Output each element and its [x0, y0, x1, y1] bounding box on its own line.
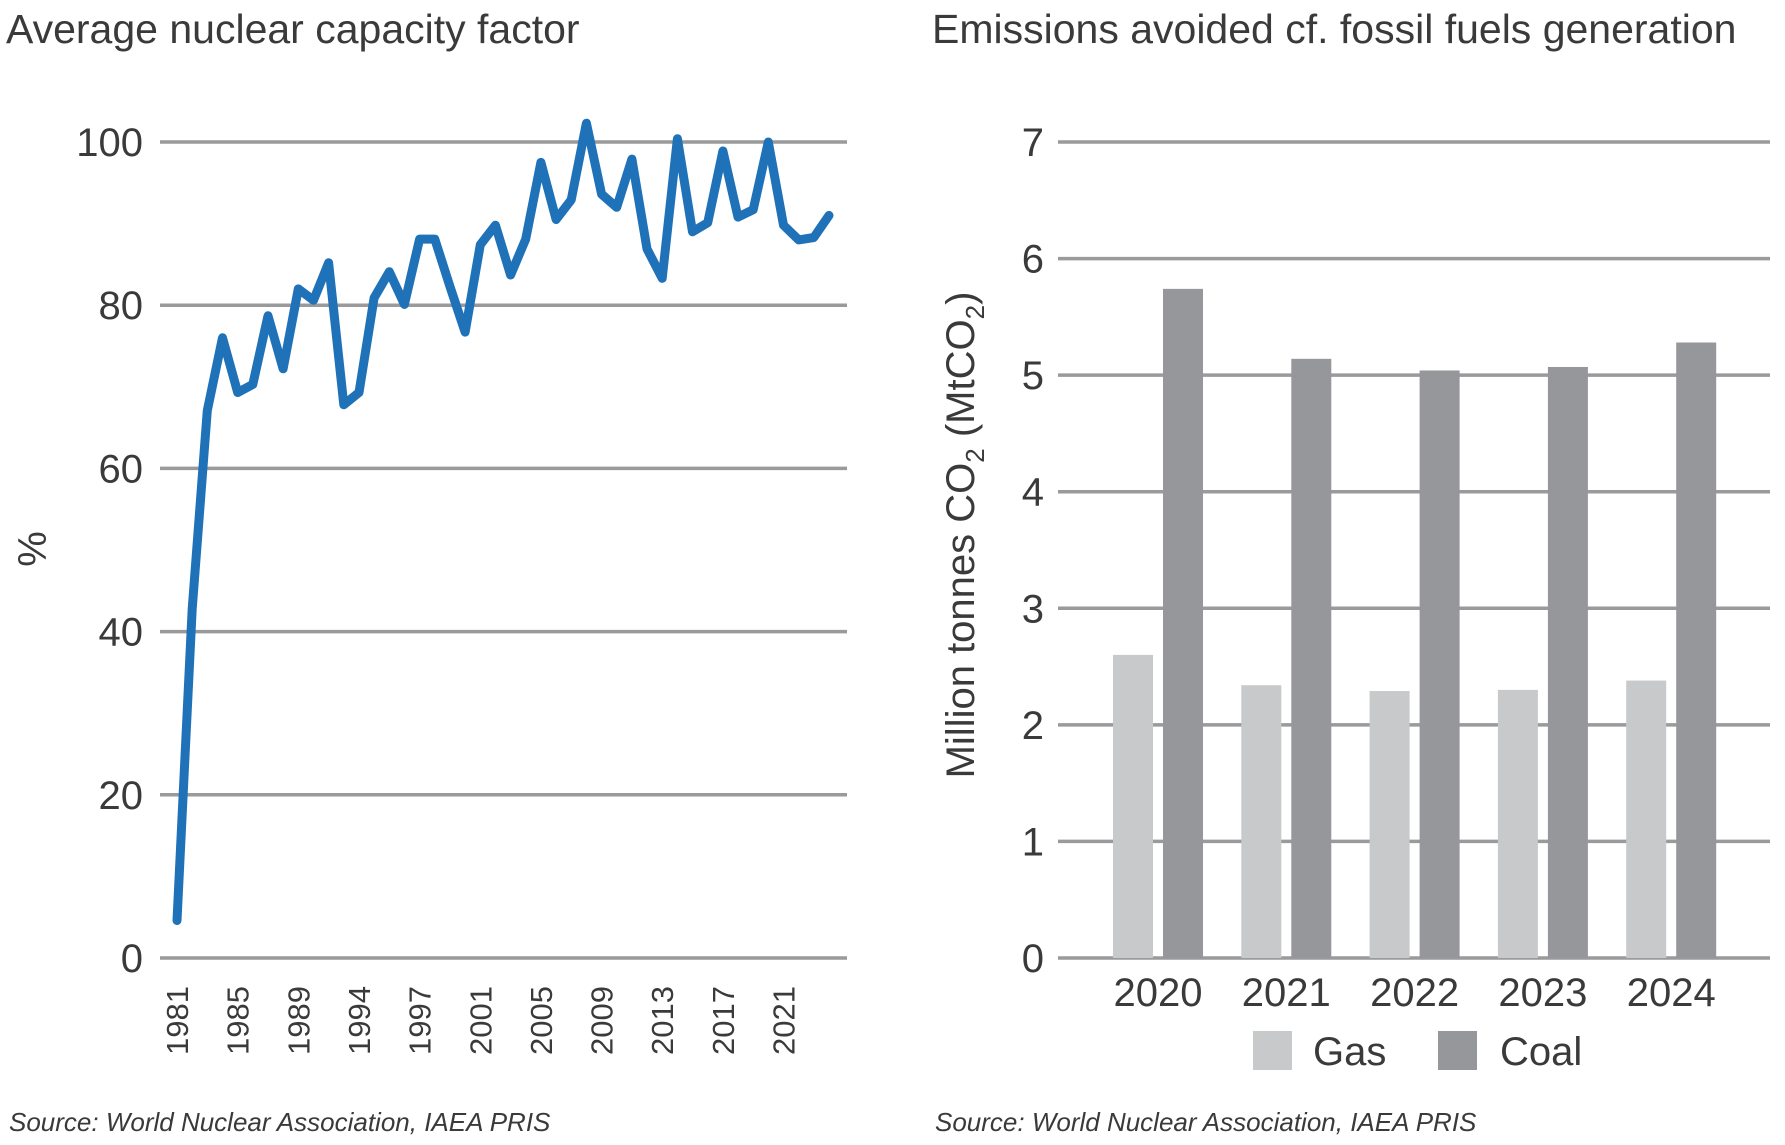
x-tick-label: 2024 [1627, 971, 1716, 1015]
x-tick-label: 1981 [160, 986, 195, 1055]
x-tick-label: 2017 [706, 986, 741, 1055]
x-tick-label: 2013 [645, 986, 680, 1055]
legend: Gas Coal [1253, 1030, 1582, 1074]
chart-title: Average nuclear capacity factor [6, 6, 580, 52]
y-axis-label: % [11, 531, 55, 567]
bar-coal-2021 [1291, 358, 1332, 958]
x-tick-label: 1989 [281, 986, 316, 1055]
y-tick-label: 4 [1022, 471, 1044, 515]
bar-gas-2021 [1241, 685, 1282, 958]
emissions-avoided-chart: Emissions avoided cf. fossil fuels gener… [932, 6, 1770, 1137]
bar-coal-2020 [1163, 288, 1203, 958]
y-tick-label: 0 [1022, 937, 1044, 981]
bar-gas-2020 [1113, 654, 1153, 958]
bar-gas-2022 [1369, 691, 1410, 958]
y-tick-label: 1 [1022, 820, 1044, 864]
y-tick-label: 40 [99, 611, 144, 655]
capacity-factor-line [172, 118, 834, 925]
y-tick-label: 0 [121, 937, 143, 981]
y-tick-label: 6 [1022, 238, 1044, 282]
x-tick-label: 1997 [403, 986, 438, 1055]
x-tick-label: 2023 [1498, 971, 1587, 1015]
x-tick-label: 1985 [221, 986, 256, 1055]
chart-title: Emissions avoided cf. fossil fuels gener… [932, 6, 1736, 52]
legend-swatch-coal [1438, 1031, 1477, 1070]
y-tick-label: 100 [76, 121, 143, 165]
y-tick-label: 2 [1022, 704, 1044, 748]
y-tick-label: 5 [1022, 354, 1044, 398]
x-tick-label: 2001 [463, 986, 498, 1055]
source-note: Source: World Nuclear Association, IAEA … [935, 1107, 1477, 1137]
bar-coal-2023 [1547, 366, 1588, 958]
bar-coal-2022 [1419, 370, 1460, 959]
source-note: Source: World Nuclear Association, IAEA … [9, 1107, 551, 1137]
x-tick-label: 2021 [1242, 971, 1331, 1015]
x-tick-label: 2020 [1114, 971, 1203, 1015]
y-tick-label: 20 [99, 774, 144, 818]
x-tick-label: 1994 [342, 986, 377, 1055]
x-tick-label: 2009 [585, 986, 620, 1055]
bar-gas-2024 [1626, 680, 1667, 958]
y-tick-label: 3 [1022, 587, 1044, 631]
capacity-factor-chart: Average nuclear capacity factor 0 20 40 60 8… [6, 6, 847, 1137]
legend-label-coal: Coal [1500, 1030, 1582, 1074]
x-tick-label: 2021 [767, 986, 802, 1055]
y-axis-label: Million tonnes CO2 (MtCO2) [939, 292, 990, 779]
y-tick-label: 60 [99, 447, 144, 491]
bar-coal-2024 [1676, 342, 1717, 958]
legend-label-gas: Gas [1313, 1030, 1386, 1074]
y-tick-label: 7 [1022, 121, 1044, 165]
x-tick-label: 2005 [524, 986, 559, 1055]
legend-swatch-gas [1253, 1031, 1292, 1070]
bar-gas-2023 [1497, 689, 1538, 958]
x-tick-label: 2022 [1370, 971, 1459, 1015]
y-tick-label: 80 [99, 284, 144, 328]
